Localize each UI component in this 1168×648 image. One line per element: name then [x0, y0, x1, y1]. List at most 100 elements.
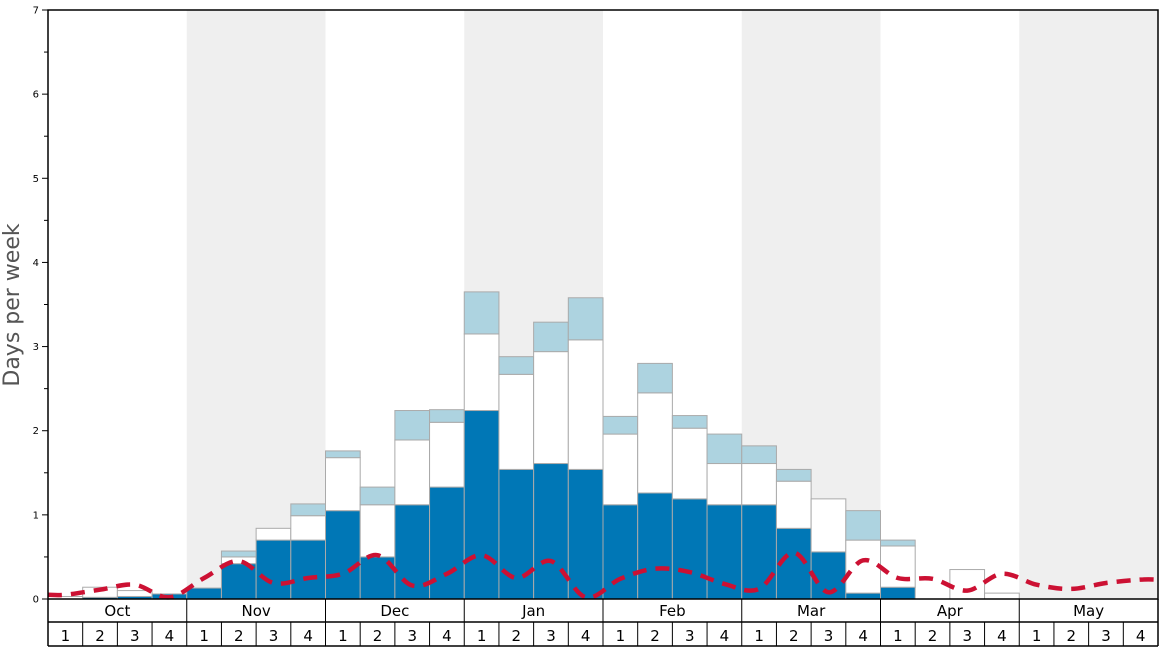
week-label: 2	[95, 627, 105, 645]
bar-segment-white	[429, 421, 465, 488]
bar-segment-dark	[186, 587, 222, 600]
bar-segment-white	[810, 498, 847, 553]
week-label: 3	[962, 627, 972, 645]
bar-segment-light	[429, 409, 465, 423]
month-label: Apr	[937, 602, 964, 620]
bar-segment-light	[463, 291, 500, 335]
bar-segment-dark	[255, 539, 292, 600]
bar-segment-white	[775, 480, 812, 529]
week-label: 1	[199, 627, 209, 645]
week-label: 4	[997, 627, 1007, 645]
week-label: 1	[1032, 627, 1042, 645]
bar-segment-white	[290, 515, 326, 541]
y-tick-label: 1	[33, 510, 39, 521]
week-label: 2	[789, 627, 799, 645]
bar-segment-dark	[325, 510, 361, 600]
bar-segment-light	[394, 410, 431, 441]
bar-segment-dark	[567, 468, 604, 600]
bar-segment-white	[498, 373, 535, 470]
y-tick-label: 4	[33, 258, 39, 269]
month-label: May	[1073, 602, 1104, 620]
y-tick-label: 5	[33, 174, 39, 185]
y-tick-label: 3	[33, 342, 39, 353]
bar-segment-dark	[290, 539, 326, 600]
bar-segment-light	[220, 550, 257, 558]
bar-segment-light	[671, 415, 708, 429]
month-band	[1019, 10, 1158, 599]
bar-segment-light	[359, 486, 396, 506]
bar-segment-white	[359, 504, 396, 558]
week-label: 4	[858, 627, 868, 645]
week-label: 4	[442, 627, 452, 645]
week-label: 2	[928, 627, 938, 645]
week-label: 2	[234, 627, 244, 645]
bar-segment-white	[845, 539, 881, 594]
bar-segment-light	[498, 356, 535, 375]
week-label: 3	[546, 627, 556, 645]
bar-segment-white	[463, 333, 500, 412]
week-label: 3	[407, 627, 417, 645]
bar-segment-white	[671, 427, 708, 500]
bar-segment-dark	[671, 498, 708, 600]
bar-segment-light	[706, 433, 743, 465]
y-tick-label: 2	[33, 426, 39, 437]
week-label: 2	[650, 627, 660, 645]
week-label: 2	[373, 627, 383, 645]
month-label: Feb	[659, 602, 686, 620]
bar-segment-white	[637, 392, 673, 494]
bar-segment-light	[602, 415, 639, 435]
y-axis: 0 1 2 3 4 5 6 7	[33, 6, 48, 606]
week-label: 1	[893, 627, 903, 645]
week-label: 3	[685, 627, 695, 645]
month-label: Dec	[380, 602, 409, 620]
bar-segment-dark	[741, 504, 777, 600]
week-label: 1	[338, 627, 348, 645]
bar-segment-light	[845, 510, 881, 541]
week-label: 1	[61, 627, 71, 645]
y-tick-label: 6	[33, 90, 39, 101]
y-tick-label: 0	[33, 595, 39, 606]
y-tick-label: 7	[33, 6, 39, 17]
bar-segment-white	[567, 339, 604, 470]
week-label: 3	[1101, 627, 1111, 645]
bar-segment-dark	[880, 586, 916, 600]
bar-segment-white	[741, 463, 777, 506]
month-band	[186, 10, 326, 599]
bar-segment-dark	[463, 410, 500, 600]
month-label: Mar	[797, 602, 826, 620]
bar-segment-dark	[845, 592, 881, 600]
dashed-line	[47, 550, 1159, 600]
bar-segment-white	[706, 463, 743, 506]
bar-segment-dark	[498, 468, 535, 600]
month-label: Nov	[241, 602, 270, 620]
bar-segment-light	[567, 297, 604, 341]
bar-segment-white	[255, 527, 292, 541]
x-axis: Oct 1 2 3 4 Nov 1 2 3 4 Dec 1 2 3 4 Jan 1 2 3 4 Feb 1 2 3 4 Mar 1 2…	[47, 599, 1159, 647]
week-label: 3	[130, 627, 140, 645]
week-label: 4	[581, 627, 591, 645]
y-axis-label: Days per week	[0, 223, 25, 386]
bar-segment-dark	[602, 504, 639, 600]
week-label: 3	[269, 627, 279, 645]
week-label: 1	[616, 627, 626, 645]
bar-segment-dark	[637, 492, 673, 600]
week-label: 1	[754, 627, 764, 645]
bar-segment-white	[949, 569, 986, 600]
week-label: 3	[824, 627, 834, 645]
bar-segment-light	[533, 321, 569, 353]
month-label: Oct	[104, 602, 130, 620]
dashed-series	[47, 550, 1159, 600]
bar-segment-white	[533, 351, 569, 465]
week-label: 4	[303, 627, 313, 645]
week-label: 4	[165, 627, 175, 645]
bar-segment-light	[741, 445, 777, 465]
bar-segment-light	[775, 468, 812, 482]
bar-segment-light	[290, 503, 326, 517]
week-label: 2	[512, 627, 522, 645]
bar-segment-white	[602, 433, 639, 506]
week-label: 4	[1136, 627, 1146, 645]
bar-segment-light	[880, 539, 916, 547]
bar-segment-white	[325, 457, 361, 512]
bar-segment-dark	[220, 563, 257, 600]
